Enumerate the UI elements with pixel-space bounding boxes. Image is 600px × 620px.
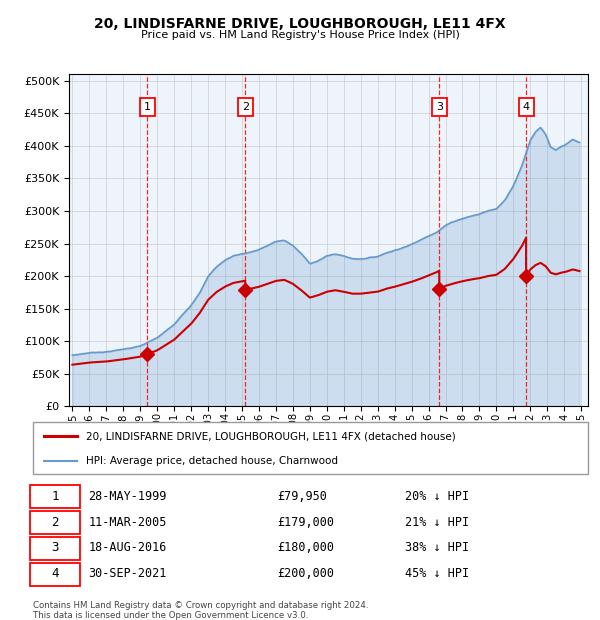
Text: 2: 2 bbox=[52, 515, 59, 528]
FancyBboxPatch shape bbox=[30, 537, 80, 560]
Text: £79,950: £79,950 bbox=[277, 490, 327, 503]
Text: 45% ↓ HPI: 45% ↓ HPI bbox=[405, 567, 469, 580]
Text: Price paid vs. HM Land Registry's House Price Index (HPI): Price paid vs. HM Land Registry's House … bbox=[140, 30, 460, 40]
Text: 1: 1 bbox=[52, 490, 59, 503]
Text: £180,000: £180,000 bbox=[277, 541, 334, 554]
Text: 2: 2 bbox=[242, 102, 249, 112]
Text: 4: 4 bbox=[523, 102, 530, 112]
Text: £179,000: £179,000 bbox=[277, 515, 334, 528]
Text: 11-MAR-2005: 11-MAR-2005 bbox=[89, 515, 167, 528]
Text: 20, LINDISFARNE DRIVE, LOUGHBOROUGH, LE11 4FX (detached house): 20, LINDISFARNE DRIVE, LOUGHBOROUGH, LE1… bbox=[86, 432, 455, 441]
Text: 30-SEP-2021: 30-SEP-2021 bbox=[89, 567, 167, 580]
Text: £200,000: £200,000 bbox=[277, 567, 334, 580]
Text: 20% ↓ HPI: 20% ↓ HPI bbox=[405, 490, 469, 503]
Text: 3: 3 bbox=[436, 102, 443, 112]
Text: 20, LINDISFARNE DRIVE, LOUGHBOROUGH, LE11 4FX: 20, LINDISFARNE DRIVE, LOUGHBOROUGH, LE1… bbox=[94, 17, 506, 32]
Text: 28-MAY-1999: 28-MAY-1999 bbox=[89, 490, 167, 503]
Text: 38% ↓ HPI: 38% ↓ HPI bbox=[405, 541, 469, 554]
Text: Contains HM Land Registry data © Crown copyright and database right 2024.: Contains HM Land Registry data © Crown c… bbox=[33, 601, 368, 611]
Text: 21% ↓ HPI: 21% ↓ HPI bbox=[405, 515, 469, 528]
Text: 18-AUG-2016: 18-AUG-2016 bbox=[89, 541, 167, 554]
FancyBboxPatch shape bbox=[30, 485, 80, 508]
Text: 4: 4 bbox=[52, 567, 59, 580]
FancyBboxPatch shape bbox=[33, 422, 588, 474]
Text: This data is licensed under the Open Government Licence v3.0.: This data is licensed under the Open Gov… bbox=[33, 611, 308, 620]
Text: 3: 3 bbox=[52, 541, 59, 554]
FancyBboxPatch shape bbox=[30, 511, 80, 534]
FancyBboxPatch shape bbox=[30, 563, 80, 586]
Text: HPI: Average price, detached house, Charnwood: HPI: Average price, detached house, Char… bbox=[86, 456, 338, 466]
Text: 1: 1 bbox=[143, 102, 151, 112]
